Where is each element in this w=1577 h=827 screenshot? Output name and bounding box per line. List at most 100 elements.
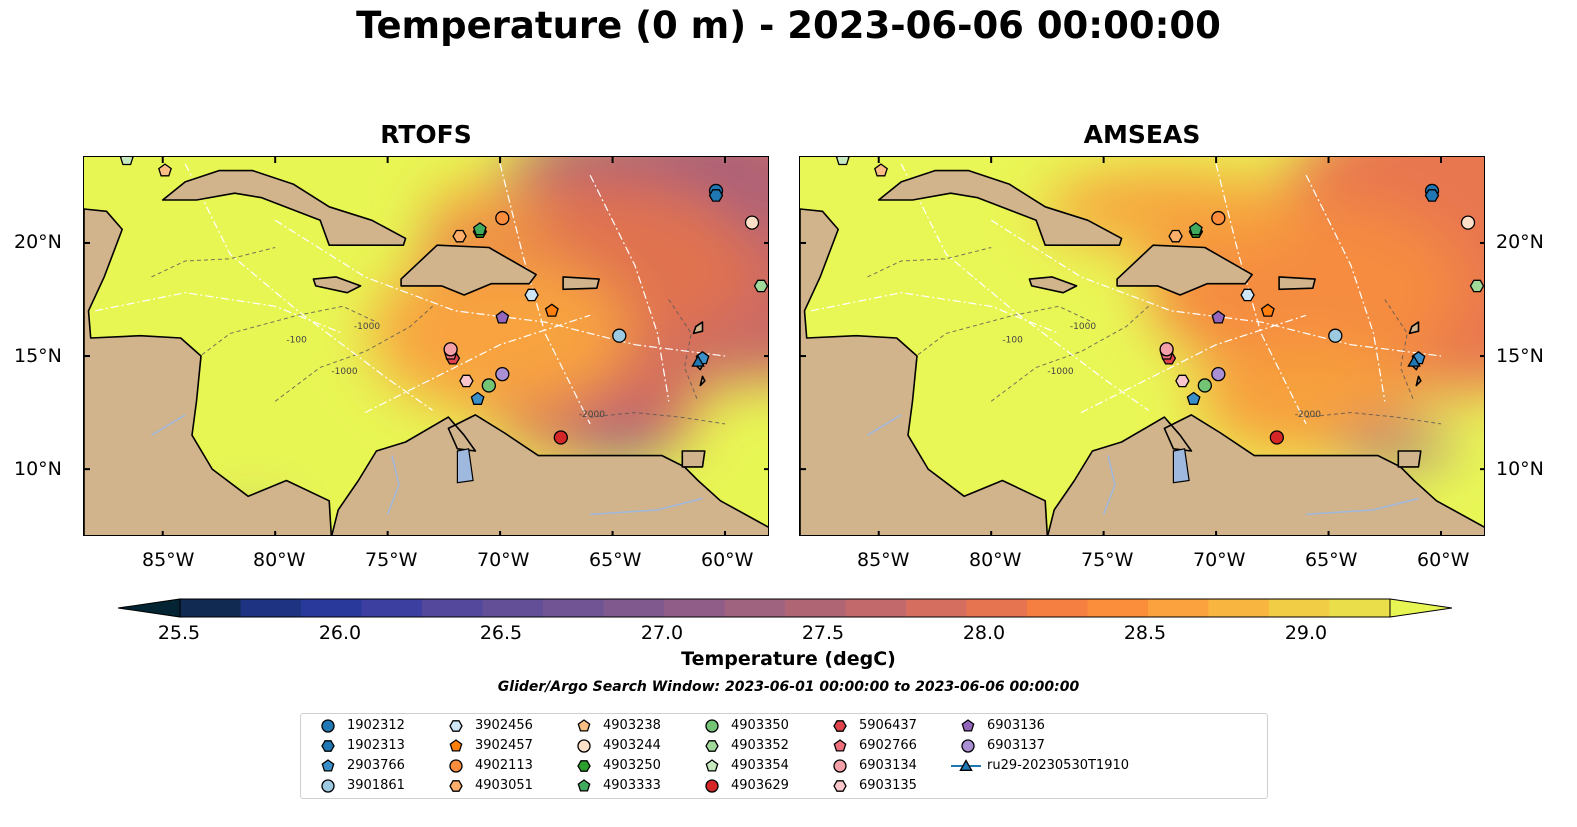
legend-marker-pentagon-icon [577, 779, 591, 792]
lat-tick-right-10: 10°N [1496, 458, 1544, 480]
land-polygon [1408, 321, 1420, 335]
legend-symbol [449, 739, 463, 752]
contour-label: -100 [1002, 335, 1023, 345]
colorbar-segment [180, 599, 241, 617]
land-polygon [1028, 276, 1078, 294]
legend-symbol [321, 759, 335, 772]
bathymetry-contour [274, 305, 433, 402]
river [151, 414, 186, 436]
legend-label: 6903135 [859, 778, 917, 793]
legend-symbol [321, 719, 335, 733]
land-polygon [877, 169, 1123, 246]
lon-tick-rtofs-75: 75°W [365, 549, 418, 571]
colorbar-segment [845, 599, 907, 617]
legend-label: 4903354 [731, 758, 789, 773]
legend-label: 6903137 [987, 738, 1045, 753]
lon-tick-amseas-75: 75°W [1081, 549, 1134, 571]
colorbar-segment [543, 599, 604, 617]
contour-label: -2000 [579, 410, 605, 420]
float-marker-4903238 [874, 163, 888, 177]
legend-marker-hexagon-icon [833, 780, 847, 792]
legend-marker-hexagon-icon [449, 720, 463, 732]
colorbar-segment [966, 599, 1028, 617]
bathymetry-contour [668, 299, 699, 402]
legend-symbol [833, 720, 847, 732]
colorbar-segment [1269, 599, 1330, 617]
legend-symbol [833, 780, 847, 792]
float-marker-3902456 [1240, 288, 1255, 302]
colorbar-outline [179, 598, 1391, 618]
lon-tick-rtofs-65: 65°W [589, 549, 642, 571]
land-polygon [331, 414, 768, 535]
float-marker-4903244 [744, 215, 760, 230]
float-marker-4902113 [495, 210, 510, 226]
legend-label: 6903136 [987, 718, 1045, 733]
legend-marker-circle-icon [321, 779, 335, 793]
colorbar-tick-28.0: 28.0 [962, 622, 1006, 644]
legend-label: 6902766 [859, 738, 917, 753]
contour-label: -1000 [331, 367, 357, 377]
legend-label: 3901861 [347, 778, 405, 793]
colorbar-segment [301, 599, 362, 617]
colorbar-tick-26.5: 26.5 [479, 622, 523, 644]
lon-tick-rtofs-60: 60°W [701, 549, 754, 571]
eez-boundary [364, 314, 591, 414]
colorbar-tick-26.0: 26.0 [318, 622, 362, 644]
colorbar-tick-27.0: 27.0 [640, 622, 684, 644]
float-marker-4903333 [1188, 222, 1203, 236]
bathymetry-contour [867, 247, 992, 278]
eez-boundary [589, 174, 670, 402]
bathymetry-contour [1306, 412, 1442, 425]
legend-symbol [321, 740, 335, 752]
legend-label: 4903051 [475, 778, 533, 793]
sst-warm-region [1196, 346, 1417, 457]
float-marker-1902313 [1424, 189, 1440, 202]
float-marker-4903354 [835, 157, 850, 166]
legend-symbol [961, 739, 975, 753]
river [386, 455, 400, 515]
eez-boundary [184, 163, 433, 411]
colorbar-segment [1329, 599, 1391, 617]
lon-tick-rtofs-70: 70°W [477, 549, 530, 571]
float-marker-4903051 [1168, 229, 1183, 243]
legend-marker-hexagon-icon [321, 740, 335, 752]
legend-marker-hexagon-icon [449, 780, 463, 792]
colorbar-segment [785, 599, 846, 617]
colorbar-segment [1148, 599, 1209, 617]
float-marker-4903350 [481, 378, 497, 393]
sst-warm-region [428, 185, 549, 234]
float-marker-4903051 [452, 229, 467, 243]
float-marker-3902456 [524, 288, 539, 302]
legend-label: 4903629 [731, 778, 789, 793]
legend-symbol [705, 719, 719, 733]
float-marker-6903135 [1175, 374, 1190, 388]
legend-marker-circle-icon [833, 759, 847, 773]
legend-symbol [833, 739, 847, 752]
float-marker-4903350 [1197, 378, 1213, 393]
float-marker-1902313 [708, 189, 724, 202]
eez-boundary [1080, 314, 1307, 414]
sst-warm-region [1041, 169, 1302, 250]
legend-marker-circle-icon [449, 759, 463, 773]
map-amseas[interactable]: -1000 -100 -2000 -1000 [799, 156, 1485, 536]
lon-tick-amseas-65: 65°W [1305, 549, 1358, 571]
land-polygon [84, 208, 333, 535]
float-marker-4903244 [1460, 215, 1476, 230]
legend-marker-circle-icon [321, 719, 335, 733]
legend-symbol [449, 780, 463, 792]
bathymetry-contour [184, 305, 377, 368]
float-marker-4903238 [158, 163, 172, 177]
colorbar-segment [422, 599, 483, 617]
colorbar-tick-28.5: 28.5 [1123, 622, 1167, 644]
legend-marker-hexagon-icon [833, 720, 847, 732]
legend-label: 6903134 [859, 758, 917, 773]
legend-label: 2903766 [347, 758, 405, 773]
legend-symbol [833, 759, 847, 773]
float-marker-3901861 [612, 328, 627, 343]
legend-label: 5906437 [859, 718, 917, 733]
map-rtofs[interactable]: -1000 -100 -2000 -1000 [83, 156, 769, 536]
float-marker-6903136 [495, 310, 510, 324]
colorbar-segment [482, 599, 544, 617]
land-polygon [312, 276, 362, 294]
colorbar-tick-29.0: 29.0 [1284, 622, 1328, 644]
